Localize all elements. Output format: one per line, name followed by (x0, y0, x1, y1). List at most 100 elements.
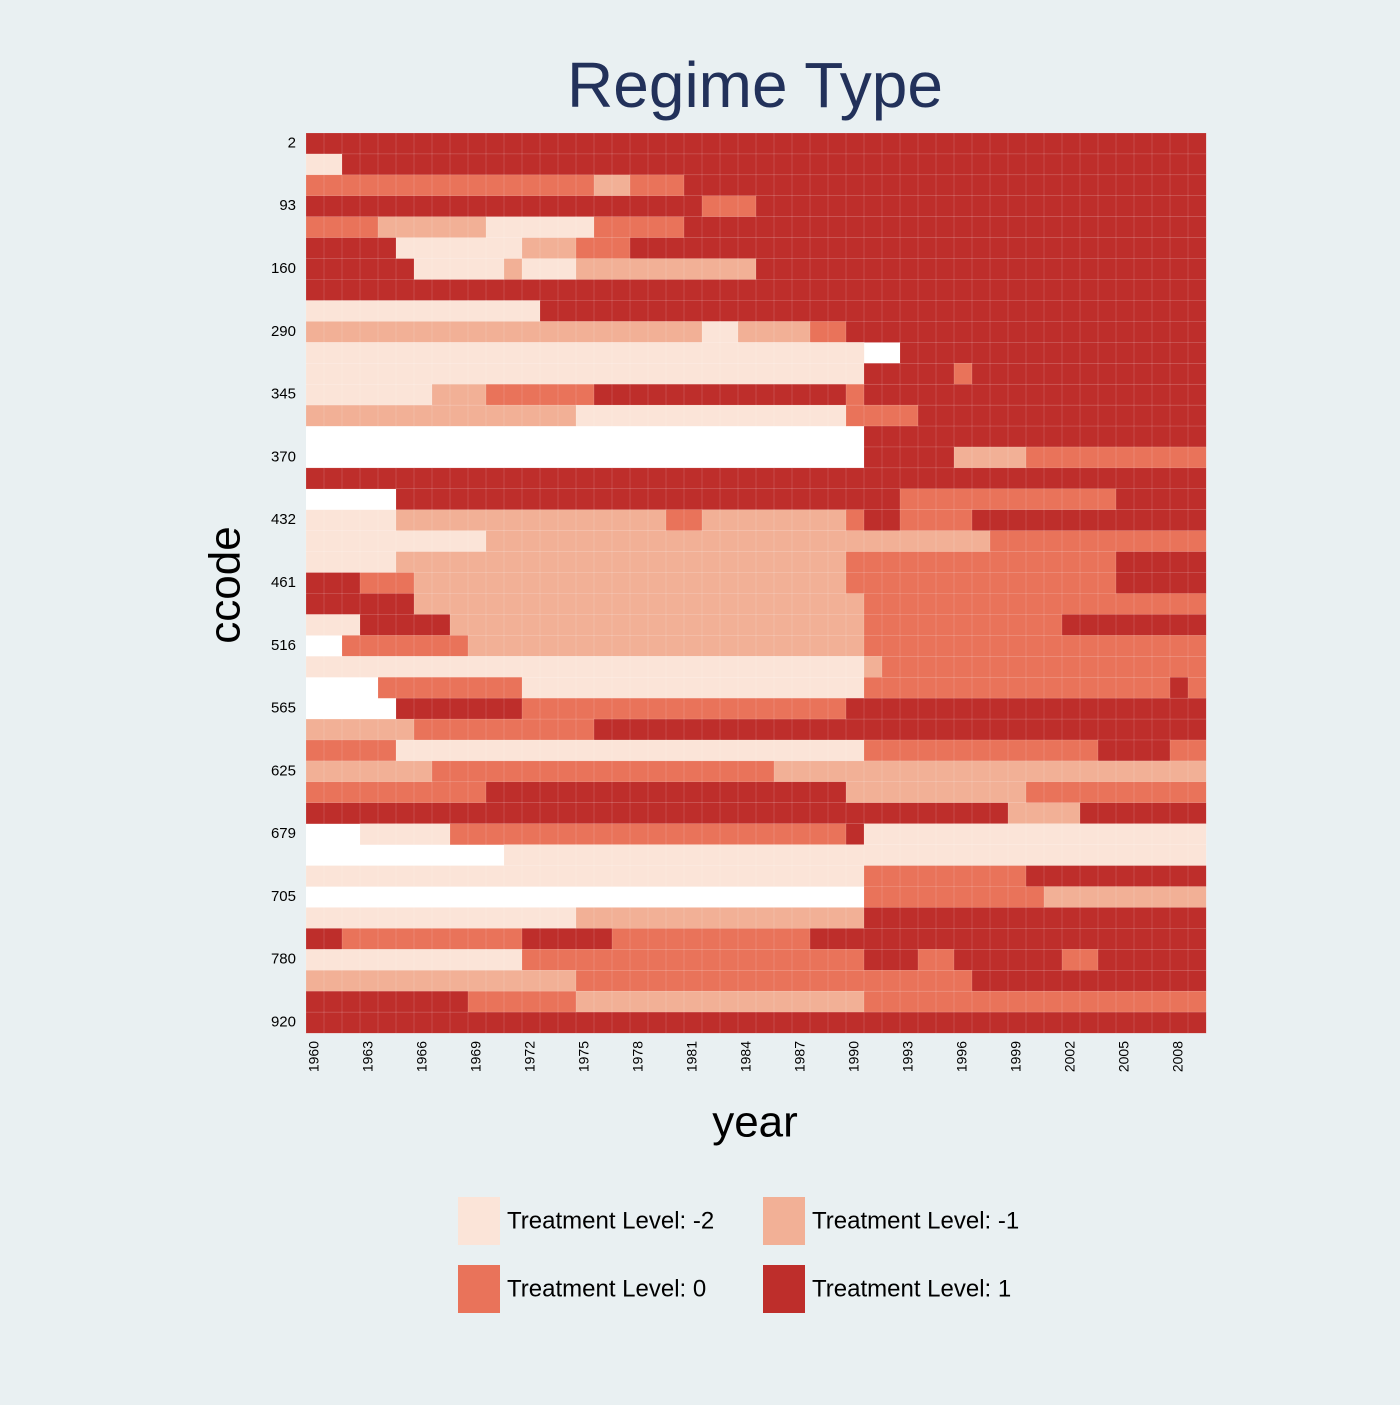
heatmap-cell (629, 467, 649, 490)
heatmap-cell (845, 342, 865, 364)
heatmap-cell (539, 237, 559, 259)
heatmap-cell (1187, 781, 1207, 804)
heatmap-cell (395, 342, 415, 364)
heatmap-cell (1025, 551, 1045, 573)
heatmap-cell (395, 676, 415, 699)
heatmap-cell (539, 781, 559, 804)
heatmap-cell (539, 970, 559, 992)
heatmap-cell (485, 865, 505, 887)
heatmap-cell (305, 614, 325, 636)
heatmap-cell (1097, 697, 1117, 720)
heatmap-cell (665, 321, 685, 343)
heatmap-cell (485, 321, 505, 343)
heatmap-cell (647, 844, 667, 866)
heatmap-cell (449, 132, 469, 155)
heatmap-cell (539, 928, 559, 950)
heatmap-cell (683, 614, 703, 636)
heatmap-cell (845, 949, 865, 971)
heatmap-cell (809, 844, 829, 866)
heatmap-cell (683, 781, 703, 804)
heatmap-cell (665, 990, 685, 1013)
heatmap-cell (701, 216, 721, 239)
heatmap-cell (899, 404, 919, 427)
heatmap-cell (1079, 467, 1099, 490)
heatmap-cell (899, 279, 919, 301)
heatmap-cell (989, 1011, 1009, 1034)
heatmap-cell (359, 363, 379, 385)
heatmap-cell (1151, 216, 1171, 239)
heatmap-cell (1187, 635, 1207, 657)
heatmap-cell (773, 300, 793, 322)
heatmap-cell (1079, 781, 1099, 804)
heatmap-cell (521, 195, 541, 218)
heatmap-cell (683, 907, 703, 929)
heatmap-cell (791, 781, 811, 804)
heatmap-cell (1187, 300, 1207, 322)
heatmap-cell (539, 467, 559, 490)
heatmap-cell (539, 844, 559, 866)
heatmap-cell (431, 865, 451, 887)
heatmap-cell (431, 383, 451, 406)
heatmap-cell (971, 342, 991, 364)
heatmap-cell (899, 614, 919, 636)
heatmap-cell (1097, 425, 1117, 448)
heatmap-cell (701, 844, 721, 866)
heatmap-cell (809, 635, 829, 657)
heatmap-cell (791, 132, 811, 155)
heatmap-cell (359, 865, 379, 887)
heatmap-cell (899, 425, 919, 448)
heatmap-cell (539, 488, 559, 511)
heatmap-cell (989, 635, 1009, 657)
heatmap-cell (1133, 844, 1153, 866)
heatmap-cell (449, 739, 469, 762)
heatmap-cell (1025, 928, 1045, 950)
heatmap-cell (953, 781, 973, 804)
heatmap-cell (1007, 300, 1027, 322)
heatmap-cell (1079, 237, 1099, 259)
heatmap-cell (1079, 300, 1099, 322)
heatmap-cell (665, 551, 685, 573)
heatmap-cell (1025, 635, 1045, 657)
heatmap-cell (899, 237, 919, 259)
heatmap-cell (881, 509, 901, 532)
heatmap-cell (935, 321, 955, 343)
heatmap-cell (1097, 216, 1117, 239)
heatmap-cell (971, 844, 991, 866)
heatmap-cell (1043, 237, 1063, 259)
heatmap-cell (791, 300, 811, 322)
heatmap-cell (1187, 802, 1207, 825)
heatmap-cell (935, 237, 955, 259)
heatmap-cell (1043, 321, 1063, 343)
heatmap-cell (629, 153, 649, 176)
heatmap-cell (305, 781, 325, 804)
heatmap-cell (1151, 760, 1171, 783)
heatmap-cell (1061, 802, 1081, 825)
heatmap-cell (395, 781, 415, 804)
heatmap-cell (611, 321, 631, 343)
heatmap-cell (305, 551, 325, 573)
heatmap-cell (539, 530, 559, 553)
heatmap-cell (557, 530, 577, 553)
heatmap-cell (1043, 697, 1063, 720)
heatmap-cell (1187, 928, 1207, 950)
heatmap-cell (1061, 342, 1081, 364)
heatmap-cell (683, 593, 703, 615)
heatmap-cell (791, 530, 811, 553)
heatmap-cell (971, 970, 991, 992)
heatmap-cell (413, 802, 433, 825)
heatmap-cell (827, 739, 847, 762)
heatmap-cell (809, 132, 829, 155)
heatmap-cell (359, 970, 379, 992)
heatmap-cell (953, 593, 973, 615)
heatmap-cell (665, 279, 685, 301)
heatmap-cell (431, 404, 451, 427)
heatmap-cell (575, 258, 595, 280)
heatmap-cell (953, 404, 973, 427)
heatmap-cell (683, 404, 703, 427)
heatmap-cell (953, 635, 973, 657)
heatmap-cell (629, 781, 649, 804)
heatmap-cell (1133, 530, 1153, 553)
heatmap-cell (737, 488, 757, 511)
heatmap-cell (1025, 195, 1045, 218)
heatmap-cell (683, 509, 703, 532)
